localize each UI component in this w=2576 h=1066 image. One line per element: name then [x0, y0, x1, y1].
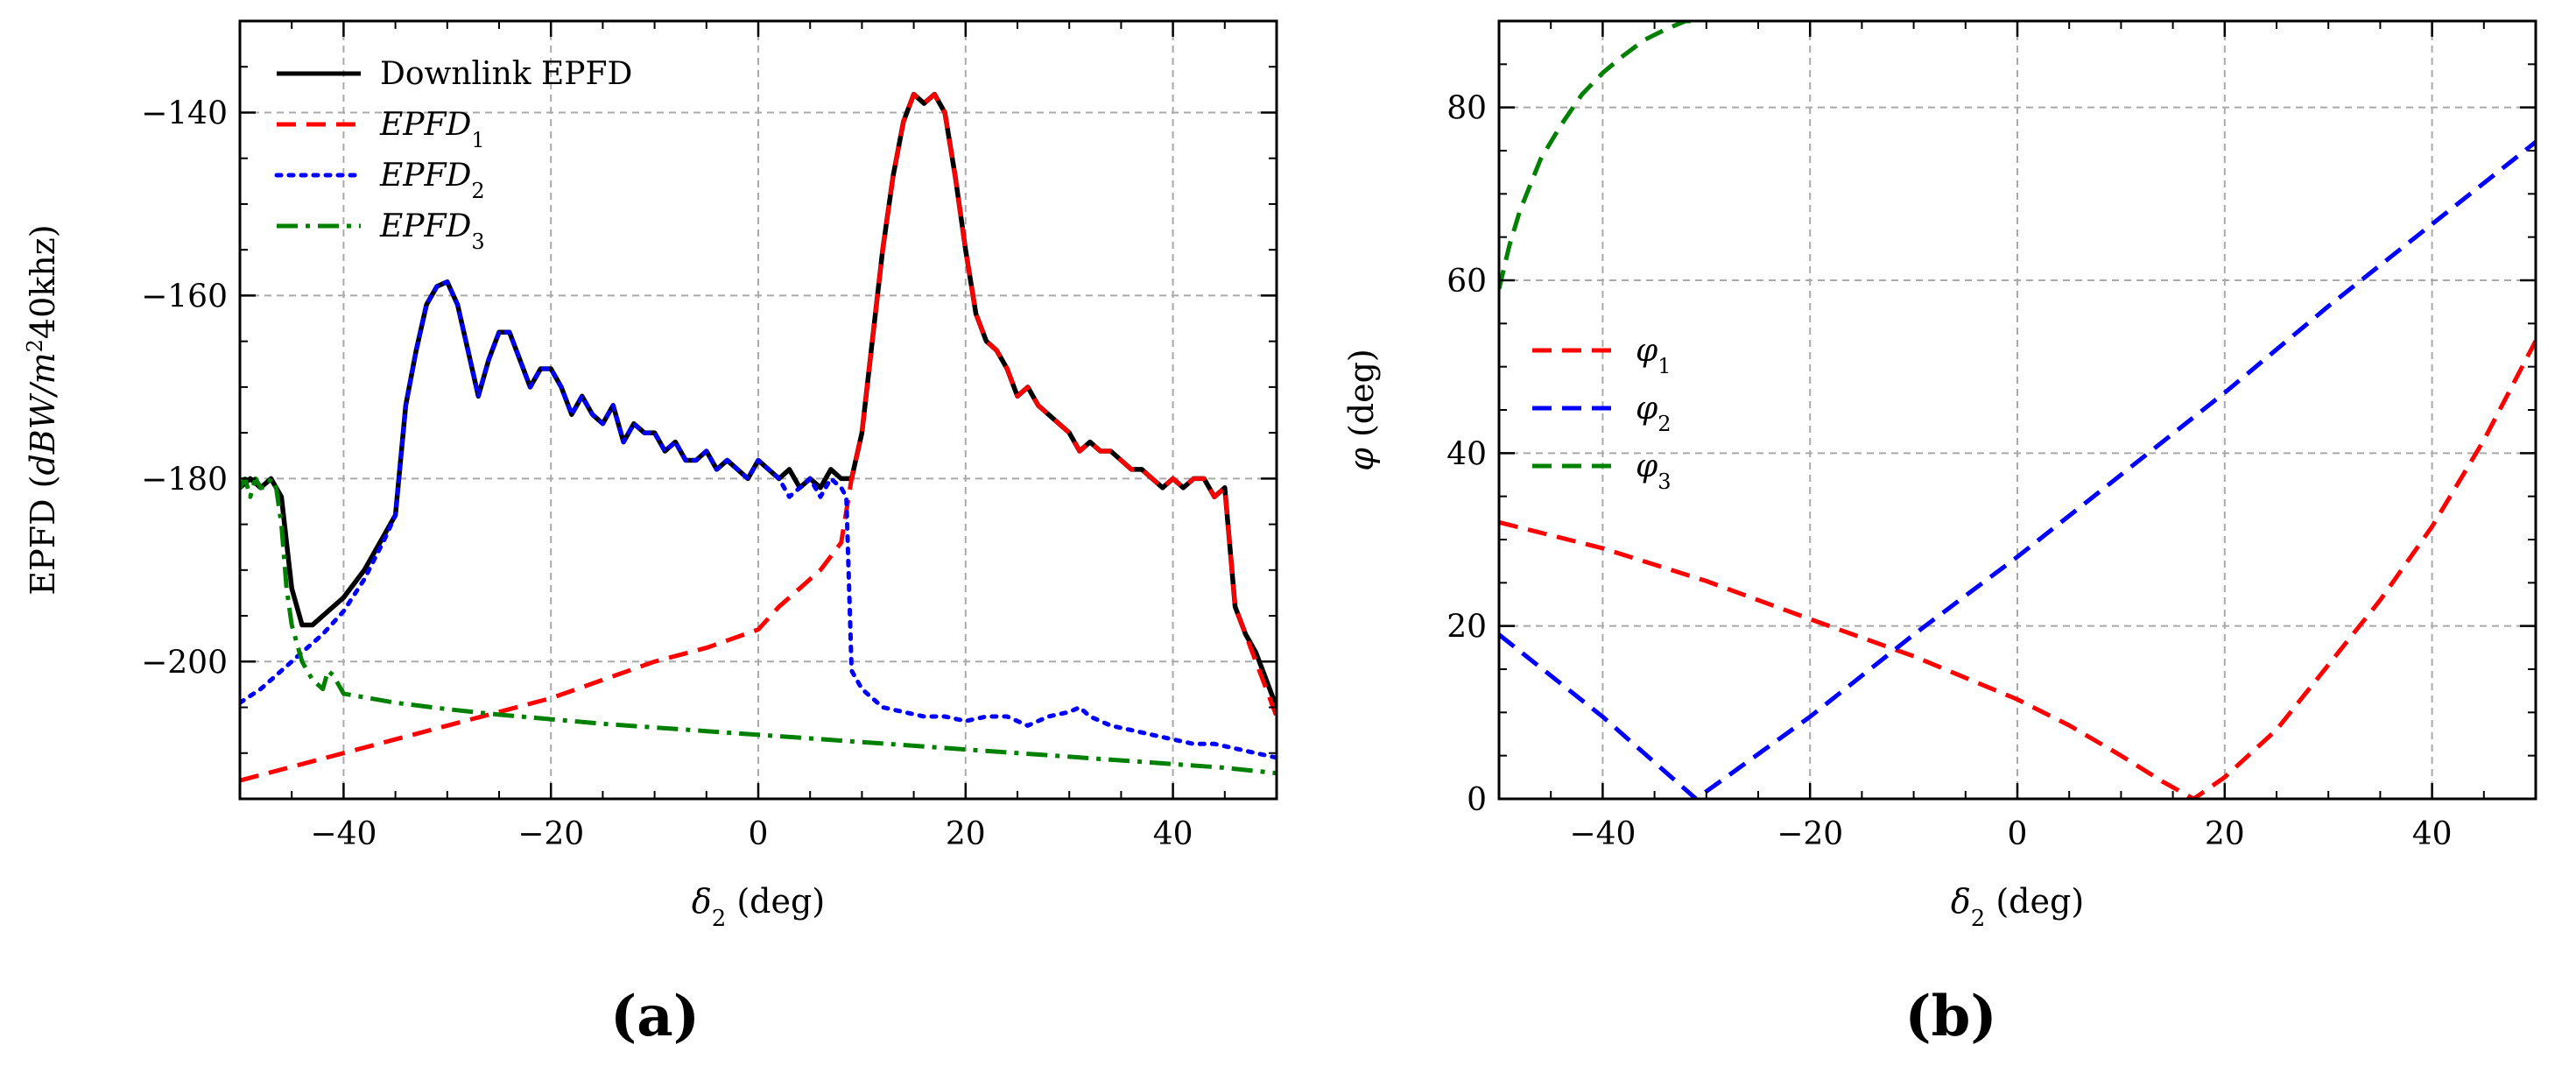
y-tick-label: −160 [141, 279, 228, 314]
y-tick-label: 40 [1446, 436, 1487, 472]
x-tick-label: 40 [2412, 816, 2453, 852]
series-line-3 [240, 279, 1277, 760]
x-tick-label: −20 [517, 816, 584, 852]
legend-label-1: φ1 [1636, 333, 1672, 378]
x-tick-label: −20 [1777, 816, 1843, 852]
chart-panel-a: −40 −20 0 20 40−200−180−160−140 Downlink EPF… [23, 19, 1278, 1049]
series-line-1 [1499, 339, 2536, 799]
series-line-2 [240, 92, 1277, 783]
plot-frame-b [1497, 19, 2537, 801]
y-tick-label: −140 [141, 95, 228, 131]
y-tick-label: 20 [1446, 610, 1487, 646]
x-tick-label: 0 [2008, 816, 2028, 852]
x-tick-label: −40 [310, 816, 377, 852]
panel-label-b: (b) [1904, 984, 1996, 1049]
chart-panel-b: −40 −20 0 20 40 0 20 40 60 80 φ1 φ2 φ3 δ2 (deg) φ (… [1342, 19, 2537, 1049]
ticks-a: −40 −20 0 20 40−200−180−160−140 [141, 20, 1277, 852]
legend-label-4: EPFD3 [379, 208, 485, 254]
y-tick-label: 60 [1446, 264, 1487, 300]
x-tick-label: −40 [1569, 816, 1636, 852]
legend-label-2: EPFD1 [379, 107, 485, 152]
y-tick-label: −200 [141, 645, 228, 681]
series-line-4 [240, 476, 1277, 776]
legend-a: Downlink EPFD EPFD1 EPFD2 EPFD3 [274, 56, 632, 254]
legend-label-1: Downlink EPFD [380, 56, 632, 92]
legend-label-2: φ2 [1636, 391, 1672, 436]
series-line-2 [1499, 140, 2536, 799]
x-axis-label-a: δ2 (deg) [692, 882, 825, 932]
series-group-a [240, 91, 1277, 783]
legend-b: φ1 φ2 φ3 [1532, 333, 1672, 494]
grid-a [240, 21, 1277, 799]
x-tick-label: 20 [2205, 816, 2245, 852]
series-group-b [1499, 21, 2536, 799]
y-tick-label: 0 [1467, 782, 1487, 818]
legend-label-3: EPFD2 [379, 158, 485, 203]
plot-frame-a [238, 19, 1278, 801]
x-tick-label: 0 [749, 816, 769, 852]
x-tick-label: 20 [946, 816, 986, 852]
ticks-b: −40 −20 0 20 40 0 20 40 60 80 [1446, 20, 2537, 852]
y-tick-label: 80 [1446, 91, 1487, 127]
panel-label-a: (a) [610, 984, 700, 1049]
x-axis-label-b: δ2 (deg) [1951, 882, 2084, 932]
y-axis-label-b: φ (deg) [1342, 349, 1381, 470]
y-axis-label-a: EPFD (dBW/m240khz) [23, 224, 62, 595]
series-line-3 [1499, 21, 1696, 290]
x-tick-label: 40 [1153, 816, 1193, 852]
y-tick-label: −180 [141, 462, 228, 498]
legend-label-3: φ3 [1636, 448, 1672, 494]
